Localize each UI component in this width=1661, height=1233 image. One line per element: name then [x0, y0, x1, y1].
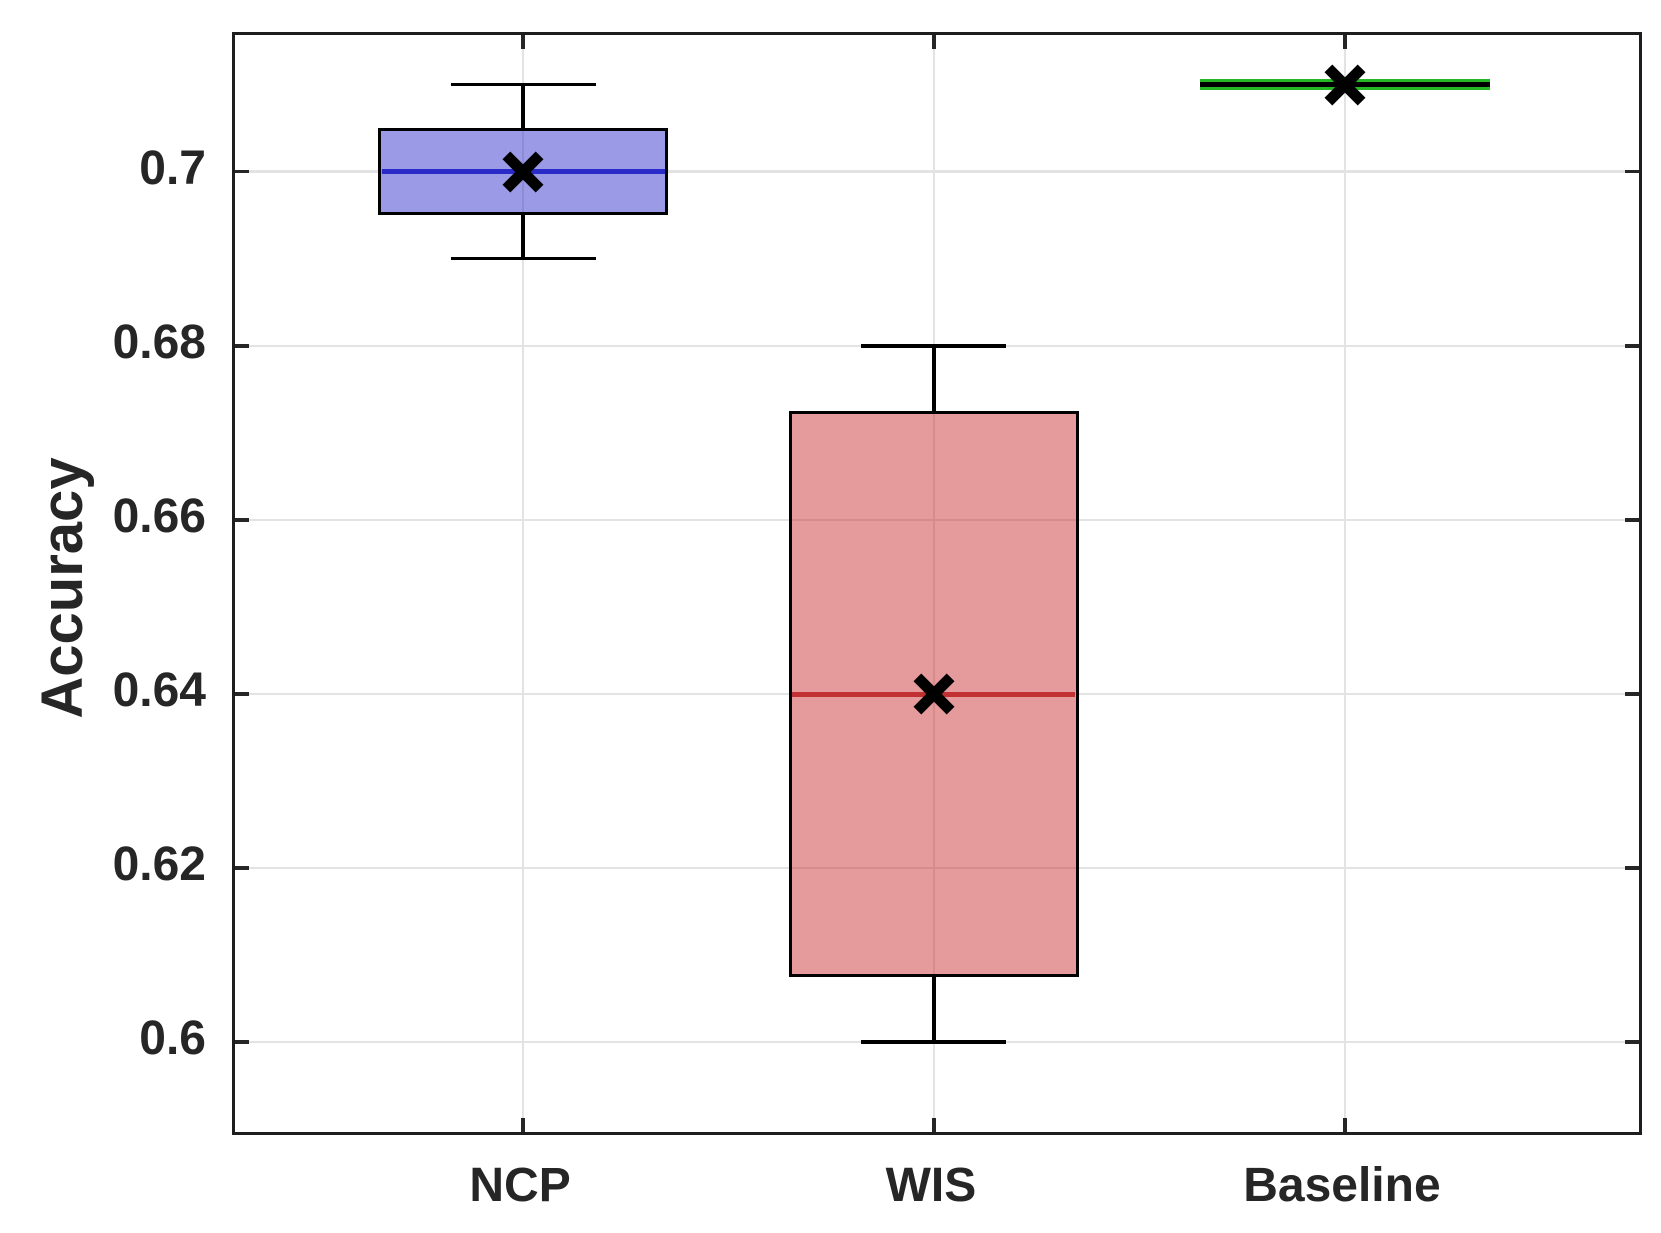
x-category-label-wis: WIS [885, 1159, 977, 1212]
x-gridline [1343, 35, 1347, 1132]
lower-whisker-cap [450, 256, 596, 261]
x-tick-top [932, 35, 936, 49]
lower-whisker-cap [861, 1040, 1007, 1044]
y-tick-right [1625, 344, 1639, 348]
x-tick-bottom [932, 1118, 936, 1132]
y-tick-left [235, 344, 249, 348]
y-tick-label: 0.62 [112, 838, 206, 892]
lower-whisker [932, 976, 936, 1043]
x-gridline [521, 35, 525, 1132]
upper-whisker-cap [450, 82, 596, 87]
x-category-label-ncp: NCP [469, 1159, 571, 1212]
y-tick-right [1625, 866, 1639, 870]
x-tick-bottom [521, 1118, 525, 1132]
y-tick-label: 0.7 [139, 141, 206, 195]
y-gridline [235, 170, 1639, 173]
y-gridline [235, 518, 1639, 522]
y-tick-right [1625, 1040, 1639, 1044]
y-tick-label: 0.6 [139, 1012, 206, 1066]
y-tick-left [235, 518, 249, 522]
lower-whisker [521, 215, 525, 259]
y-tick-right [1625, 518, 1639, 522]
upper-whisker [521, 84, 525, 129]
x-gridline [932, 35, 936, 1132]
y-tick-left [235, 169, 249, 174]
plot-area [232, 32, 1642, 1135]
x-tick-bottom [1343, 1118, 1347, 1132]
upper-whisker-cap [861, 344, 1007, 348]
y-tick-right [1625, 692, 1639, 696]
upper-whisker [932, 345, 936, 412]
mean-x-marker [502, 151, 544, 193]
x-category-label-baseline: Baseline [1243, 1159, 1441, 1212]
y-tick-left [235, 1040, 249, 1044]
y-tick-left [235, 692, 249, 696]
y-tick-label: 0.68 [112, 315, 206, 369]
y-tick-right [1625, 169, 1639, 174]
mean-x-marker [913, 673, 955, 715]
y-tick-left [235, 866, 249, 870]
y-tick-label: 0.66 [112, 489, 206, 543]
x-tick-top [521, 35, 525, 49]
x-tick-top [1343, 35, 1347, 49]
y-gridline [235, 866, 1639, 870]
mean-x-marker [1324, 64, 1366, 106]
y-tick-label: 0.64 [112, 664, 206, 717]
